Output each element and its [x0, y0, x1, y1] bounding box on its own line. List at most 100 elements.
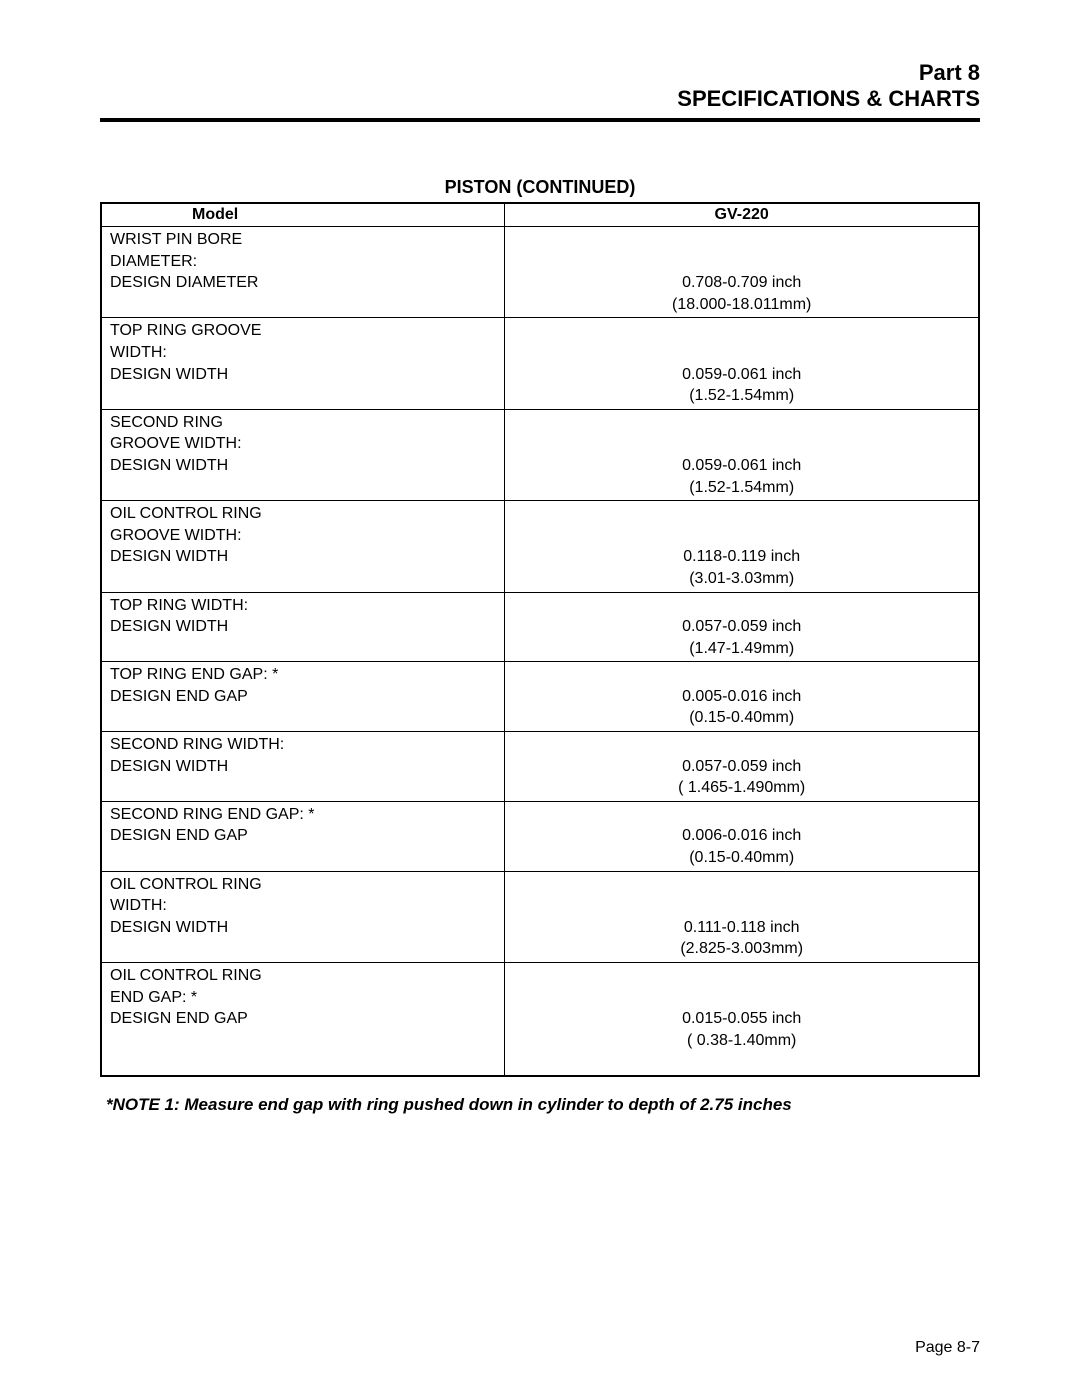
- param-line: WIDTH:: [110, 895, 496, 917]
- value-line: 0.006-0.016 inch: [513, 825, 970, 847]
- param-line: [110, 1030, 496, 1052]
- param-line: [110, 385, 496, 407]
- table-title: PISTON (CONTINUED): [100, 177, 980, 198]
- param-line: OIL CONTROL RING: [110, 965, 496, 987]
- param-line: OIL CONTROL RING: [110, 503, 496, 525]
- param-cell: OIL CONTROL RINGEND GAP: *DESIGN END GAP: [101, 963, 505, 1076]
- page: Part 8 SPECIFICATIONS & CHARTS PISTON (C…: [0, 0, 1080, 1397]
- param-line: END GAP: *: [110, 987, 496, 1009]
- value-line: 0.015-0.055 inch: [513, 1008, 970, 1030]
- param-line: WIDTH:: [110, 342, 496, 364]
- param-line: DESIGN WIDTH: [110, 616, 496, 638]
- table-row: TOP RING GROOVEWIDTH:DESIGN WIDTH 0.059-…: [101, 318, 979, 409]
- value-line: [513, 804, 970, 826]
- param-line: [110, 477, 496, 499]
- param-line: DESIGN WIDTH: [110, 455, 496, 477]
- value-cell: 0.005-0.016 inch(0.15-0.40mm): [505, 662, 979, 732]
- value-cell: 0.057-0.059 inch( 1.465-1.490mm): [505, 732, 979, 802]
- value-line: [513, 664, 970, 686]
- col-header-model: Model: [101, 203, 505, 227]
- param-line: OIL CONTROL RING: [110, 874, 496, 896]
- param-line: [110, 938, 496, 960]
- param-line: TOP RING GROOVE: [110, 320, 496, 342]
- param-line: [110, 847, 496, 869]
- param-line: DESIGN END GAP: [110, 1008, 496, 1030]
- value-line: [513, 503, 970, 525]
- value-cell: 0.057-0.059 inch(1.47-1.49mm): [505, 592, 979, 662]
- value-line: (0.15-0.40mm): [513, 707, 970, 729]
- value-line: (3.01-3.03mm): [513, 568, 970, 590]
- value-line: 0.059-0.061 inch: [513, 455, 970, 477]
- value-line: [513, 251, 970, 273]
- param-line: [110, 638, 496, 660]
- value-line: [513, 342, 970, 364]
- value-line: (1.52-1.54mm): [513, 477, 970, 499]
- param-line: [110, 568, 496, 590]
- value-line: [513, 895, 970, 917]
- value-line: (1.52-1.54mm): [513, 385, 970, 407]
- value-line: [513, 412, 970, 434]
- value-line: [513, 1051, 970, 1073]
- param-line: SECOND RING: [110, 412, 496, 434]
- param-cell: SECOND RING END GAP: *DESIGN END GAP: [101, 801, 505, 871]
- param-cell: SECOND RINGGROOVE WIDTH:DESIGN WIDTH: [101, 409, 505, 500]
- value-line: (18.000-18.011mm): [513, 294, 970, 316]
- param-line: GROOVE WIDTH:: [110, 433, 496, 455]
- value-line: 0.111-0.118 inch: [513, 917, 970, 939]
- value-cell: 0.118-0.119 inch(3.01-3.03mm): [505, 501, 979, 592]
- param-line: SECOND RING WIDTH:: [110, 734, 496, 756]
- value-line: [513, 433, 970, 455]
- value-line: 0.708-0.709 inch: [513, 272, 970, 294]
- value-cell: 0.006-0.016 inch(0.15-0.40mm): [505, 801, 979, 871]
- value-line: [513, 965, 970, 987]
- param-cell: OIL CONTROL RINGGROOVE WIDTH:DESIGN WIDT…: [101, 501, 505, 592]
- table-row: OIL CONTROL RINGEND GAP: *DESIGN END GAP…: [101, 963, 979, 1076]
- table-row: SECOND RINGGROOVE WIDTH:DESIGN WIDTH 0.0…: [101, 409, 979, 500]
- value-line: 0.005-0.016 inch: [513, 686, 970, 708]
- value-line: 0.118-0.119 inch: [513, 546, 970, 568]
- param-line: DESIGN WIDTH: [110, 364, 496, 386]
- value-cell: 0.059-0.061 inch(1.52-1.54mm): [505, 318, 979, 409]
- param-cell: OIL CONTROL RINGWIDTH:DESIGN WIDTH: [101, 871, 505, 962]
- table-row: SECOND RING WIDTH:DESIGN WIDTH 0.057-0.0…: [101, 732, 979, 802]
- param-cell: WRIST PIN BOREDIAMETER:DESIGN DIAMETER: [101, 227, 505, 318]
- value-cell: 0.015-0.055 inch( 0.38-1.40mm): [505, 963, 979, 1076]
- value-line: (0.15-0.40mm): [513, 847, 970, 869]
- param-line: DESIGN WIDTH: [110, 546, 496, 568]
- value-line: [513, 874, 970, 896]
- param-line: DESIGN DIAMETER: [110, 272, 496, 294]
- table-row: TOP RING END GAP: *DESIGN END GAP 0.005-…: [101, 662, 979, 732]
- param-line: [110, 707, 496, 729]
- header-rule: [100, 118, 980, 122]
- value-line: ( 1.465-1.490mm): [513, 777, 970, 799]
- value-line: 0.057-0.059 inch: [513, 616, 970, 638]
- param-line: DESIGN WIDTH: [110, 756, 496, 778]
- value-line: [513, 229, 970, 251]
- table-row: TOP RING WIDTH:DESIGN WIDTH 0.057-0.059 …: [101, 592, 979, 662]
- param-line: [110, 1051, 496, 1073]
- param-line: DESIGN WIDTH: [110, 917, 496, 939]
- value-cell: 0.059-0.061 inch(1.52-1.54mm): [505, 409, 979, 500]
- value-line: (2.825-3.003mm): [513, 938, 970, 960]
- param-cell: TOP RING WIDTH:DESIGN WIDTH: [101, 592, 505, 662]
- param-line: TOP RING END GAP: *: [110, 664, 496, 686]
- footnote: *NOTE 1: Measure end gap with ring pushe…: [106, 1095, 980, 1115]
- col-header-value: GV-220: [505, 203, 979, 227]
- part-number-line: Part 8: [100, 60, 980, 86]
- value-line: 0.057-0.059 inch: [513, 756, 970, 778]
- table-row: WRIST PIN BOREDIAMETER:DESIGN DIAMETER 0…: [101, 227, 979, 318]
- spec-table: Model GV-220 WRIST PIN BOREDIAMETER:DESI…: [100, 202, 980, 1077]
- table-header-row: Model GV-220: [101, 203, 979, 227]
- param-line: [110, 294, 496, 316]
- param-line: DESIGN END GAP: [110, 686, 496, 708]
- param-line: DESIGN END GAP: [110, 825, 496, 847]
- value-line: [513, 595, 970, 617]
- value-line: [513, 734, 970, 756]
- value-cell: 0.708-0.709 inch(18.000-18.011mm): [505, 227, 979, 318]
- param-line: TOP RING WIDTH:: [110, 595, 496, 617]
- value-line: [513, 987, 970, 1009]
- table-row: SECOND RING END GAP: *DESIGN END GAP 0.0…: [101, 801, 979, 871]
- value-line: [513, 525, 970, 547]
- param-line: DIAMETER:: [110, 251, 496, 273]
- value-cell: 0.111-0.118 inch(2.825-3.003mm): [505, 871, 979, 962]
